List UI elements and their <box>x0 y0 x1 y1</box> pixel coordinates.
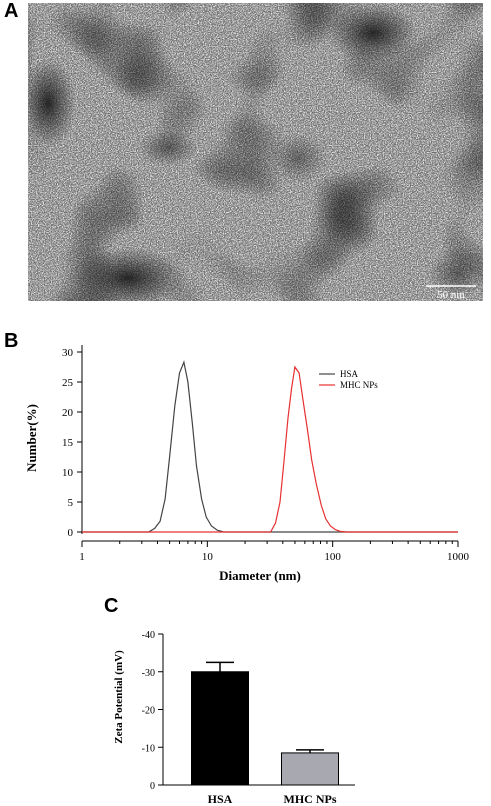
category-label: MHC NPs <box>284 792 337 806</box>
series-line-hsa <box>82 360 458 533</box>
x-tick-label: 1 <box>79 551 85 563</box>
zeta-potential-chart: 0 -10 -20 -30 -40 HSA MHC NPs Zeta Potential … <box>113 630 355 806</box>
x-tick-label: 100 <box>324 551 341 563</box>
zeta-bars: HSA MHC NPs <box>191 661 339 806</box>
scale-bar-label: 50 nm <box>437 289 465 301</box>
y-tick-label: 0 <box>68 527 74 539</box>
bar-hsa <box>191 671 249 786</box>
panel-label-b: B <box>4 330 19 352</box>
y-tick-label: -30 <box>142 668 155 679</box>
x-axis-label: Diameter (nm) <box>219 568 301 583</box>
y-tick-label: 20 <box>62 407 74 419</box>
y-tick-label: 15 <box>62 437 74 449</box>
y-tick-label: 30 <box>62 347 74 359</box>
y-tick-label: -10 <box>142 743 155 754</box>
tem-micrograph: 50 nm <box>28 3 483 301</box>
y-tick-label: 5 <box>68 497 74 509</box>
y-axis-label: Number(%) <box>24 404 39 472</box>
y-tick-label: 0 <box>150 781 155 792</box>
x-tick-label: 10 <box>202 551 214 563</box>
y-axis-label: Zeta Potential (mV) <box>113 650 125 744</box>
y-tick-label: -40 <box>142 630 155 641</box>
y-tick-label: 10 <box>62 467 74 479</box>
dls-axes: 0 5 10 15 20 25 30 1 10 100 1000 <box>62 345 470 563</box>
category-label: HSA <box>208 792 233 806</box>
panel-label-a: A <box>4 0 19 22</box>
y-tick-label: -20 <box>142 706 155 717</box>
panel-label-c: C <box>104 595 119 617</box>
x-tick-label: 1000 <box>447 551 470 563</box>
bar-mhc-nps <box>281 752 339 786</box>
legend-label: HSA <box>340 369 359 379</box>
legend-label: MHC NPs <box>340 380 378 390</box>
y-tick-label: 25 <box>62 377 74 389</box>
dls-series <box>82 360 458 533</box>
series-line-mhc-nps <box>82 365 458 533</box>
